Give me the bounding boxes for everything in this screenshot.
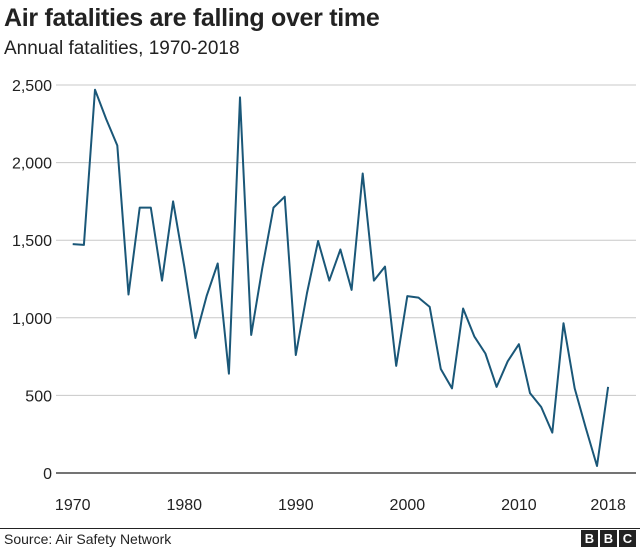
chart-subtitle: Annual fatalities, 1970-2018 [4, 38, 240, 59]
line-chart: 0 500 1,000 1,500 2,000 2,500 1970 1980 1990 200… [12, 78, 636, 514]
x-tick-label: 2010 [501, 497, 537, 514]
bbc-logo: B B C [581, 530, 636, 547]
y-tick-label: 500 [25, 388, 52, 405]
x-tick-label: 2018 [590, 497, 626, 514]
x-tick-label: 1990 [278, 497, 314, 514]
source-note: Source: Air Safety Network [4, 531, 172, 547]
bbc-logo-letter: B [600, 530, 617, 547]
y-tick-label: 1,000 [12, 311, 52, 328]
x-tick-label: 1980 [166, 497, 202, 514]
y-tick-label: 2,500 [12, 78, 52, 95]
y-tick-label: 1,500 [12, 233, 52, 250]
footer-divider [0, 528, 640, 529]
series-group [72, 88, 610, 467]
bbc-logo-letter: C [619, 530, 636, 547]
y-axis-ticks: 0 500 1,000 1,500 2,000 2,500 [12, 78, 52, 483]
x-tick-label: 2000 [390, 497, 426, 514]
series-line [72, 88, 610, 467]
chart-title: Air fatalities are falling over time [4, 4, 380, 32]
x-axis-ticks: 1970 1980 1990 2000 2010 2018 [55, 497, 626, 514]
bbc-logo-letter: B [581, 530, 598, 547]
x-tick-label: 1970 [55, 497, 91, 514]
y-tick-label: 2,000 [12, 156, 52, 173]
gridlines [56, 84, 636, 474]
y-tick-label: 0 [43, 466, 52, 483]
